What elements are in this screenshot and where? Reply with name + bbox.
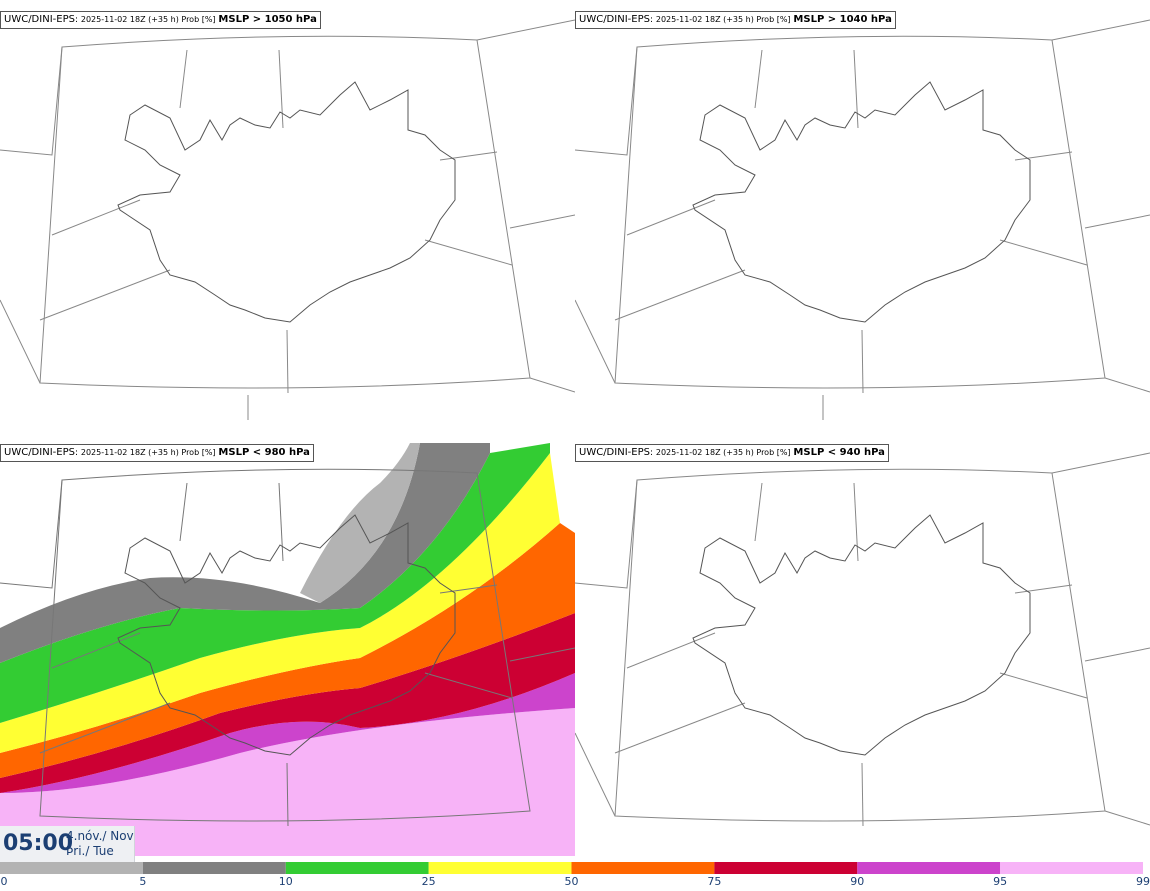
panel-title: UWC/DINI-EPS: 2025-11-02 18Z (+35 h) Pro… (575, 11, 896, 29)
colorbar-segment (714, 862, 858, 874)
threshold-label: MSLP > 1040 hPa (793, 14, 892, 25)
colorbar-tick-label: 99 (1136, 875, 1150, 888)
colorbar-segment (0, 862, 143, 874)
band-25 (0, 443, 550, 723)
model-name: UWC/DINI-EPS (579, 447, 650, 458)
colorbar (0, 862, 1143, 874)
threshold-label: MSLP > 1050 hPa (218, 14, 317, 25)
band-95 (0, 673, 575, 793)
colorbar-segment (142, 862, 286, 874)
iceland-map (0, 19, 575, 420)
iceland-map (575, 19, 1150, 420)
valid-time-box: 05:00 4.nóv./ Nov Þri./ Tue (0, 826, 135, 862)
map-panel-1: UWC/DINI-EPS: 2025-11-02 18Z (+35 h) Pro… (0, 0, 575, 423)
band-50 (0, 453, 560, 753)
date-line-2: Þri./ Tue (66, 844, 114, 858)
valid-hour: 05:00 (3, 831, 74, 856)
panel-title: UWC/DINI-EPS: 2025-11-02 18Z (+35 h) Pro… (575, 444, 889, 462)
colorbar-segment (1000, 862, 1143, 874)
probability-map (0, 443, 575, 856)
colorbar-tick-label: 0 (0, 875, 8, 888)
colorbar-segment (285, 862, 429, 874)
run-info: 2025-11-02 18Z (+35 h) Prob [%] (80, 448, 216, 457)
colorbar-segment (571, 862, 715, 874)
run-info: 2025-11-02 18Z (+35 h) Prob [%] (655, 448, 791, 457)
colorbar-tick-label: 90 (850, 875, 865, 888)
map-panel-3: UWC/DINI-EPS: 2025-11-02 18Z (+35 h) Pro… (0, 433, 575, 856)
colorbar-tick-label: 50 (564, 875, 579, 888)
colorbar-tick-label: 75 (707, 875, 722, 888)
band-75 (0, 523, 575, 778)
band-90 (0, 613, 575, 793)
valid-date: 4.nóv./ Nov Þri./ Tue (66, 829, 134, 859)
band-5 (300, 443, 420, 603)
map-panel-2: UWC/DINI-EPS: 2025-11-02 18Z (+35 h) Pro… (575, 0, 1150, 423)
colorbar-tick-label: 25 (421, 875, 436, 888)
colorbar-segment (428, 862, 572, 874)
iceland-map (575, 452, 1150, 827)
colorbar-tick-label: 10 (278, 875, 293, 888)
threshold-label: MSLP < 940 hPa (793, 447, 885, 458)
colorbar-tick-label: 5 (139, 875, 147, 888)
model-name: UWC/DINI-EPS (4, 14, 75, 25)
panel-title: UWC/DINI-EPS: 2025-11-02 18Z (+35 h) Pro… (0, 444, 314, 462)
threshold-label: MSLP < 980 hPa (218, 447, 310, 458)
model-name: UWC/DINI-EPS (579, 14, 650, 25)
run-info: 2025-11-02 18Z (+35 h) Prob [%] (655, 15, 791, 24)
panel-title: UWC/DINI-EPS: 2025-11-02 18Z (+35 h) Pro… (0, 11, 321, 29)
model-name: UWC/DINI-EPS (4, 447, 75, 458)
colorbar-tick-label: 95 (993, 875, 1008, 888)
date-line-1: 4.nóv./ Nov (66, 829, 134, 843)
run-info: 2025-11-02 18Z (+35 h) Prob [%] (80, 15, 216, 24)
band-10 (0, 443, 490, 663)
colorbar-segment (857, 862, 1001, 874)
map-panel-4: UWC/DINI-EPS: 2025-11-02 18Z (+35 h) Pro… (575, 433, 1150, 856)
